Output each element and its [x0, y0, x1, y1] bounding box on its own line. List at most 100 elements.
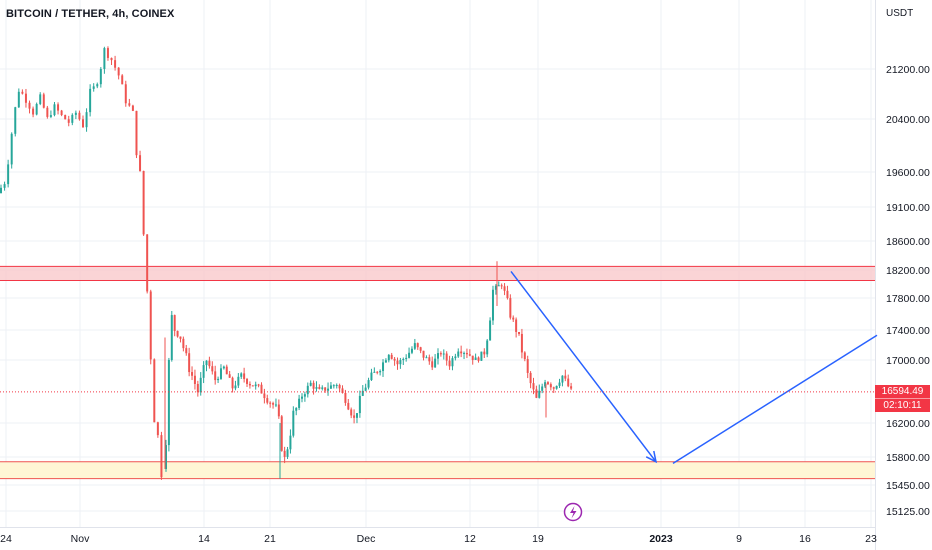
- candle-body: [318, 387, 321, 389]
- candle-body: [523, 352, 526, 360]
- candle-body: [370, 372, 373, 381]
- candle-body: [463, 352, 466, 354]
- candle-body: [353, 415, 356, 418]
- lightning-icon[interactable]: [563, 502, 583, 522]
- candle-body: [434, 358, 437, 368]
- candle-body: [384, 360, 387, 363]
- y-tick-label: 15450.00: [886, 480, 930, 492]
- candle-body: [57, 104, 60, 111]
- candle-body: [480, 351, 483, 361]
- candle-body: [445, 353, 448, 361]
- candle-body: [361, 390, 364, 396]
- last-price: 16594.49: [881, 385, 924, 397]
- candle-body: [301, 396, 303, 399]
- candle-body: [457, 351, 460, 357]
- candle-body: [193, 375, 196, 384]
- x-tick-label: 16: [799, 533, 811, 545]
- candle-body: [257, 384, 260, 386]
- candle-body: [191, 372, 194, 376]
- candle-body: [515, 319, 518, 332]
- candle-body: [419, 347, 422, 351]
- candle-body: [10, 133, 13, 165]
- candle-body: [477, 357, 480, 361]
- candle-body: [71, 114, 74, 123]
- candle-body: [196, 383, 199, 393]
- support-zone: [0, 461, 875, 479]
- candle-body: [170, 315, 173, 360]
- candle-body: [431, 361, 434, 368]
- candle-body: [471, 355, 474, 360]
- candle-body: [289, 435, 292, 450]
- candle-body: [67, 119, 70, 123]
- candle-body: [222, 366, 225, 369]
- x-axis: 24 Nov 14 21 Dec 12 19 2023 9 16 23: [0, 533, 877, 545]
- candle-body: [188, 353, 191, 373]
- candle-body: [0, 187, 2, 193]
- candle-body: [14, 107, 17, 134]
- candle-body: [364, 387, 367, 391]
- x-tick-label: 12: [464, 533, 476, 545]
- candle-body: [428, 357, 431, 362]
- candle-body: [491, 289, 494, 321]
- candle-body: [332, 385, 335, 387]
- candle-body: [182, 338, 185, 349]
- candle-body: [408, 352, 411, 358]
- candle-body: [153, 359, 156, 423]
- candle-body: [396, 360, 399, 365]
- candle-body: [237, 376, 240, 386]
- candle-body: [552, 387, 555, 389]
- candle-body: [260, 384, 263, 394]
- candle-body: [286, 449, 289, 457]
- candle-body: [208, 360, 211, 367]
- x-tick-label: Dec: [357, 533, 376, 545]
- candle-body: [185, 348, 188, 354]
- candle-body: [21, 91, 24, 94]
- x-tick-label: Nov: [71, 533, 90, 545]
- candle-body: [347, 402, 350, 410]
- candle-body: [561, 375, 564, 383]
- candle-body: [564, 375, 567, 379]
- candle-body: [422, 350, 425, 358]
- x-tick-label: 21: [264, 533, 276, 545]
- candle-body: [219, 368, 222, 379]
- price-zones: [0, 265, 875, 480]
- candle-body: [373, 371, 376, 373]
- y-tick-label: 15800.00: [886, 452, 930, 464]
- candle-body: [142, 170, 145, 235]
- x-tick-label: 24: [0, 533, 12, 545]
- candle-body: [269, 402, 272, 404]
- currency-label: USDT: [886, 8, 914, 19]
- down-arrow: [510, 270, 657, 463]
- candle-body: [509, 298, 512, 318]
- candle-body: [546, 382, 549, 385]
- candle-body: [39, 94, 42, 104]
- candle-body: [306, 385, 309, 395]
- candle-body: [131, 105, 134, 111]
- candle-body: [139, 155, 142, 171]
- x-tick-label: 19: [532, 533, 544, 545]
- candle-body: [344, 392, 347, 403]
- candle-body: [205, 360, 208, 366]
- y-axis: 21200.00 20400.00 19600.00 19100.00 18600.00…: [886, 64, 930, 518]
- candle-body: [312, 382, 315, 389]
- candle-body: [341, 388, 344, 393]
- up-line: [672, 334, 878, 465]
- candle-body: [240, 373, 243, 377]
- candle-countdown: 02:10:11: [875, 397, 930, 412]
- candle-body: [379, 371, 382, 373]
- candle-body: [500, 285, 503, 287]
- candle-body: [89, 88, 92, 113]
- candle-body: [124, 84, 127, 104]
- arrow-head: [645, 450, 658, 464]
- candle-body: [176, 330, 179, 337]
- candle-body: [277, 404, 280, 417]
- candle-body: [410, 348, 413, 353]
- candle-body: [416, 343, 419, 348]
- candle-body: [46, 107, 49, 117]
- candle-body: [114, 60, 117, 68]
- candle-body: [17, 91, 20, 108]
- candle-body: [549, 384, 552, 388]
- candle-body: [309, 382, 312, 386]
- candle-body: [243, 373, 246, 379]
